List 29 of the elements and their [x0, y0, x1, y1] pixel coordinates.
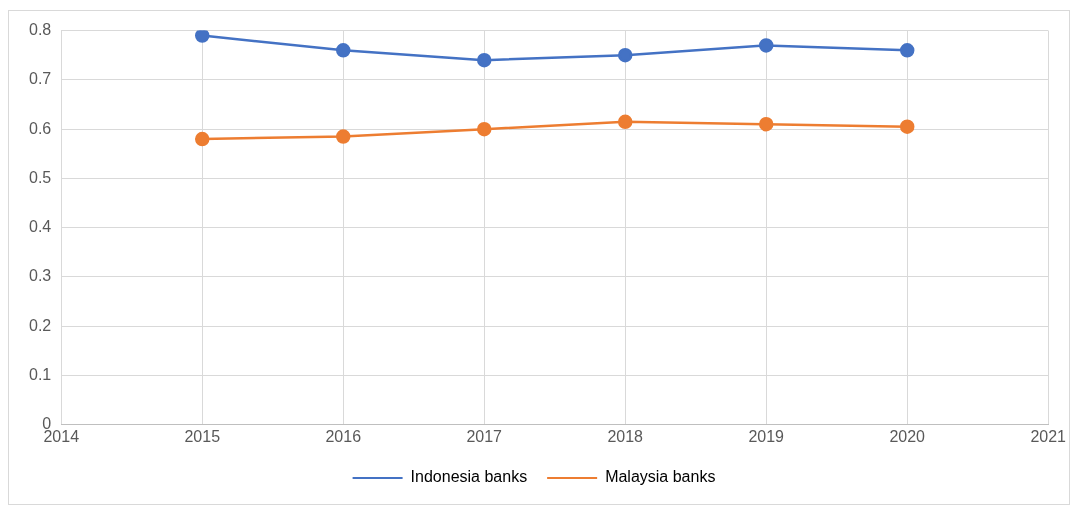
y-tick-label: 0.8 — [28, 21, 52, 39]
point — [758, 116, 774, 132]
point — [476, 52, 492, 68]
y-tick-label: 0.3 — [28, 267, 52, 285]
y-tick-label: 0.2 — [28, 316, 52, 334]
x-tick-label: 2017 — [466, 427, 503, 445]
point — [899, 119, 915, 134]
y-tick-label: 0.6 — [28, 119, 52, 137]
y-tick-label: 0.7 — [28, 70, 52, 88]
point — [476, 121, 492, 137]
point — [899, 43, 915, 58]
legend-label: Malaysia banks — [605, 468, 716, 486]
y-tick-label: 0.1 — [28, 365, 52, 383]
x-tick-label: 2015 — [184, 427, 221, 445]
x-tick-label: 2020 — [889, 427, 926, 445]
point — [335, 129, 351, 144]
y-tick-label: 0.5 — [28, 168, 52, 186]
point — [758, 38, 774, 53]
point — [617, 114, 633, 130]
y-tick-label: 0.4 — [28, 218, 52, 236]
point — [194, 131, 210, 147]
point — [194, 30, 210, 43]
legend-label: Indonesia banks — [410, 468, 528, 486]
point — [335, 43, 351, 58]
x-tick-label: 2021 — [1030, 427, 1067, 445]
x-tick-label: 2018 — [607, 427, 644, 445]
x-tick-label: 2019 — [748, 427, 785, 445]
x-tick-label: 2016 — [325, 427, 362, 445]
point — [617, 47, 633, 63]
